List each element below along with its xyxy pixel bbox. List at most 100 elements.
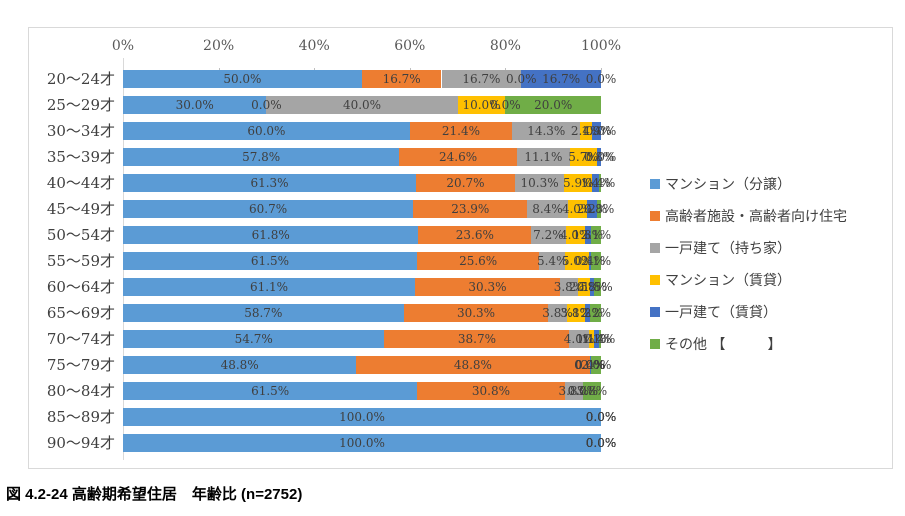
figure-caption: 図 4.2-24 高齢期希望住居 年齢比 (n=2752)	[6, 486, 303, 503]
bar-segment	[123, 434, 601, 452]
category-label: 40〜44才	[46, 174, 115, 192]
bar-segment	[123, 148, 400, 166]
x-axis-tick-label: 60%	[394, 38, 426, 54]
data-label: 0.0%	[574, 358, 605, 372]
bar-segment	[589, 356, 592, 374]
bar-segment	[564, 382, 583, 400]
data-label: 7.2%	[533, 228, 564, 242]
data-label: 38.7%	[457, 332, 497, 346]
data-label: 0.0%	[567, 384, 599, 398]
legend-label: マンション（分譲）	[665, 177, 791, 193]
legend-item: 一戸建て（賃貸）	[650, 296, 847, 328]
category-label: 30〜34才	[46, 122, 115, 140]
category-label: 50〜54才	[46, 226, 115, 244]
bar-segment	[123, 96, 267, 114]
bar-segment	[418, 226, 532, 244]
bar-segment	[416, 174, 515, 192]
data-label: 61.3%	[250, 176, 289, 190]
category-label: 80〜84才	[46, 382, 115, 400]
bar-segment	[590, 304, 601, 322]
bar-track: 57.8% 24.6% 11.1% 5.7% 0.8% 0.0%	[123, 148, 616, 166]
bar-track: 60.0% 21.4% 14.3% 2.4% 1.9% 0.0%	[123, 122, 616, 140]
data-label: 61.5%	[251, 384, 290, 398]
bar-track: 100.0% 0.0% 0.0% 0.0% 0.0% 0.0%	[123, 408, 616, 426]
data-label: 20.0%	[534, 98, 573, 112]
bar-track: 58.7% 30.3% 3.8% 3.8% 1.2% 2.2%	[123, 304, 611, 322]
data-label: 0.0%	[585, 436, 617, 450]
data-label: 5.9%	[563, 176, 594, 190]
bar-segment	[578, 278, 590, 296]
data-label: 0.4%	[575, 358, 606, 372]
legend-item: その他 【 】	[650, 328, 847, 360]
bar-track: 61.5% 25.6% 5.4% 5.0% 0.4% 2.1%	[123, 252, 611, 270]
bar-segment	[514, 174, 565, 192]
data-label: 0.0%	[506, 72, 537, 86]
bar-segment	[597, 200, 601, 218]
bar-segment	[582, 382, 601, 400]
legend-item: マンション（分譲）	[650, 168, 847, 200]
data-label: 30.8%	[471, 384, 510, 398]
bar-segment	[416, 252, 540, 270]
bar-segment	[565, 252, 590, 270]
bar-track: 60.7% 23.9% 8.4% 4.0% 2.2% 0.8%	[123, 200, 614, 218]
data-label: 1.1%	[581, 332, 612, 346]
data-label: 0.0%	[585, 410, 617, 424]
bar-segment	[399, 148, 517, 166]
legend-label: 高齢者施設・高齢者向け住宅	[665, 209, 847, 225]
bar-track: 30.0% 0.0% 40.0% 10.0% 0.0% 20.0%	[123, 96, 601, 114]
bar-track: 54.7% 38.7% 4.0% 1.1% 1.1% 0.4%	[123, 330, 615, 348]
data-label: 16.7%	[542, 72, 581, 86]
bar-segment	[521, 70, 601, 88]
bar-segment	[569, 330, 589, 348]
data-label: 0.4%	[584, 332, 616, 346]
bar-row: 55〜59才 61.5% 25.6% 5.4% 5.0% 0.4% 2.1%	[29, 248, 892, 274]
data-label: 60.0%	[247, 124, 286, 138]
bar-segment	[516, 148, 570, 166]
x-axis: 0% 20% 40% 60% 80% 100%	[29, 38, 892, 73]
bar-row: 25〜29才 30.0% 0.0% 40.0% 10.0% 0.0% 20.0%	[29, 92, 892, 118]
data-label: 0.0%	[585, 72, 617, 86]
x-axis-tick-label: 20%	[203, 38, 235, 54]
data-label: 2.1%	[580, 254, 612, 268]
data-label: 30.3%	[468, 280, 507, 294]
bar-segment	[417, 382, 565, 400]
data-label: 0.4%	[584, 176, 616, 190]
legend-label: 一戸建て（賃貸）	[665, 305, 777, 321]
bar-track: 61.5% 30.8% 3.8% 0.0% 0.0% 3.8%	[123, 382, 607, 400]
bar-segment	[590, 252, 601, 270]
data-label: 58.7%	[244, 306, 283, 320]
legend-label: 一戸建て（持ち家）	[665, 241, 791, 257]
bar-segment	[559, 278, 579, 296]
data-label: 100.0%	[339, 410, 385, 424]
data-label: 0.0%	[567, 384, 599, 398]
data-label: 1.3%	[572, 228, 604, 242]
legend-item: マンション（賃貸）	[650, 264, 847, 296]
bar-segment	[441, 70, 522, 88]
bar-row: 50〜54才 61.8% 23.6% 7.2% 4.0% 1.3% 2.1%	[29, 222, 892, 248]
data-label: 0.0%	[585, 150, 617, 164]
category-label: 20〜24才	[46, 70, 115, 88]
data-label: 10.0%	[462, 98, 501, 112]
bar-segment	[539, 252, 566, 270]
bar-row: 70〜74才 54.7% 38.7% 4.0% 1.1% 1.1% 0.4%	[29, 326, 892, 352]
bar-segment	[123, 226, 419, 244]
data-label: 61.1%	[249, 280, 289, 294]
bar-segment	[413, 200, 528, 218]
data-label: 16.7%	[462, 72, 501, 86]
bar-segment	[512, 122, 581, 140]
bar-segment	[590, 278, 594, 296]
bar-segment	[457, 96, 506, 114]
bar-segment	[591, 122, 601, 140]
legend-swatch	[650, 179, 660, 189]
bar-segment	[567, 200, 587, 218]
data-label: 2.1%	[580, 228, 612, 242]
bar-segment	[589, 252, 591, 270]
data-label: 20.7%	[446, 176, 485, 190]
legend-label: その他 【 】	[665, 337, 782, 353]
x-axis-tick-label: 0%	[111, 38, 135, 54]
bar-track: 50.0% 16.7% 16.7% 0.0% 16.7% 0.0%	[123, 70, 616, 88]
bar-segment	[361, 70, 442, 88]
legend-swatch	[650, 339, 660, 349]
bar-segment	[548, 304, 567, 322]
